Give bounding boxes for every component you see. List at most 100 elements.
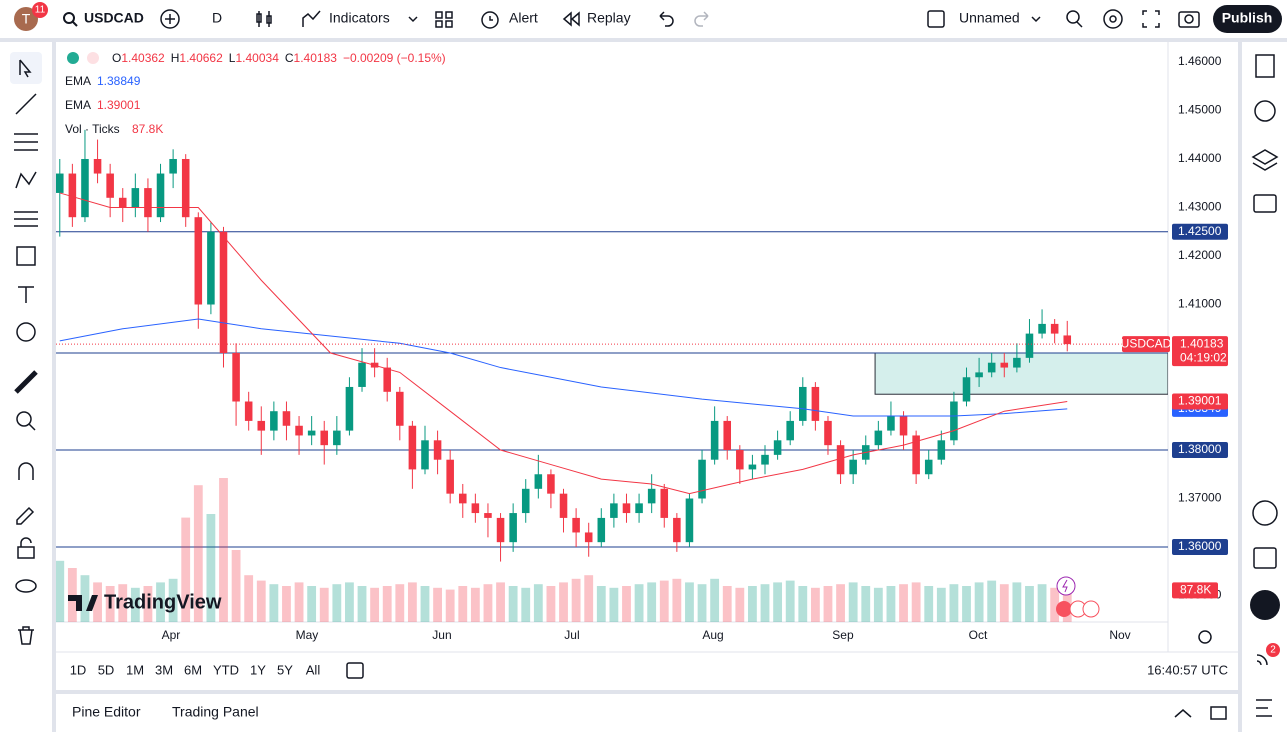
alert-icon	[481, 11, 499, 29]
candle-body	[1025, 333, 1034, 358]
candle-body	[333, 430, 341, 446]
alert-icon	[489, 16, 493, 21]
candle-body	[1038, 323, 1046, 334]
undo[interactable]	[659, 11, 674, 27]
badge-count: 2	[1270, 645, 1276, 656]
range-button[interactable]: 1D	[70, 662, 87, 677]
candle-body	[156, 173, 165, 218]
cursor-tool[interactable]	[19, 59, 32, 78]
date-range[interactable]	[346, 662, 364, 679]
ideas[interactable]	[1252, 500, 1278, 526]
chevron[interactable]	[1031, 16, 1041, 23]
chats[interactable]	[1253, 194, 1277, 213]
x-tick-label: Apr	[162, 628, 181, 642]
settings[interactable]	[1103, 9, 1123, 29]
line-tool[interactable]	[15, 93, 37, 115]
avatar[interactable]	[14, 7, 38, 31]
zoom-tool[interactable]	[16, 411, 32, 427]
layout-name[interactable]: Unnamed	[959, 10, 1020, 26]
range-button[interactable]: All	[306, 662, 321, 677]
legend-change: −0.00209 (−0.15%)	[343, 51, 446, 65]
candle-body	[736, 450, 744, 470]
candle-body	[962, 377, 971, 402]
volume-bar	[798, 586, 808, 622]
search-icon[interactable]	[63, 12, 75, 24]
range-button[interactable]: 1M	[126, 662, 144, 677]
fib-tool[interactable]	[14, 133, 38, 151]
volume-bar	[773, 582, 783, 622]
products[interactable]	[1250, 590, 1280, 620]
magnet-tool[interactable]	[18, 462, 34, 480]
axis-settings[interactable]	[1198, 630, 1212, 644]
replay[interactable]: Replay	[587, 10, 631, 26]
watchlist[interactable]	[1255, 54, 1275, 78]
pattern-tool[interactable]	[15, 171, 37, 189]
text-tool[interactable]	[18, 286, 34, 303]
badge-count: 11	[35, 5, 46, 16]
redo[interactable]	[694, 11, 709, 27]
templates[interactable]	[435, 11, 453, 28]
range-button[interactable]: 5Y	[277, 662, 293, 677]
event-icon[interactable]	[1056, 576, 1076, 596]
icon-tool[interactable]	[16, 322, 36, 342]
shape-tool[interactable]	[16, 246, 36, 266]
axes: 1.46000 1.45000 1.44000 1.43000 1.42000 1.410…	[162, 54, 1228, 642]
plot	[56, 129, 1168, 622]
tab[interactable]: Pine Editor	[72, 704, 141, 720]
volume-bar	[181, 517, 191, 622]
volume-bar	[307, 586, 317, 622]
publish-button[interactable]	[1213, 5, 1282, 33]
range-button[interactable]: 6M	[184, 662, 202, 677]
tab[interactable]: Trading Panel	[172, 704, 259, 720]
interval[interactable]: D	[212, 10, 222, 26]
collapse[interactable]	[1174, 709, 1192, 718]
range-button[interactable]: 1Y	[250, 662, 266, 677]
indicator-value: 1.39001	[97, 98, 141, 112]
event-flag[interactable]	[1056, 601, 1072, 617]
range-button[interactable]: YTD	[213, 662, 239, 677]
volume-bar	[357, 586, 367, 622]
volume-bar	[962, 586, 971, 622]
alert[interactable]: Alert	[509, 10, 538, 26]
symbol-tag	[1122, 336, 1170, 353]
event-flag[interactable]	[1082, 600, 1100, 618]
legend-key: O	[112, 51, 121, 65]
trash-tool[interactable]	[18, 626, 34, 645]
bottom-panel	[56, 694, 1238, 732]
candle-body	[345, 386, 354, 431]
candle-body	[761, 454, 769, 465]
candle-body	[484, 513, 492, 518]
data-window[interactable]	[1251, 149, 1279, 171]
quick-search[interactable]	[1066, 10, 1080, 24]
range-button[interactable]: 3M	[155, 662, 173, 677]
lock-tool[interactable]	[17, 546, 35, 559]
fullscreen[interactable]	[1142, 10, 1160, 28]
calendar[interactable]	[1253, 547, 1277, 569]
range-button[interactable]: 5D	[98, 662, 115, 677]
draw-mode[interactable]	[16, 506, 35, 525]
candle-body	[1063, 335, 1072, 345]
maximize[interactable]	[1210, 706, 1227, 720]
volume-bar	[735, 587, 745, 622]
candle-body	[509, 513, 517, 543]
candle-body	[987, 362, 996, 373]
add-symbol[interactable]	[160, 9, 180, 29]
volume-bar	[974, 582, 984, 622]
publish[interactable]: Publish	[1222, 10, 1273, 26]
stream[interactable]	[1256, 654, 1268, 666]
volume-bar	[609, 587, 619, 622]
price-tag-label: 1.40183	[1180, 336, 1224, 350]
indicator-value: 87.8K	[132, 122, 163, 136]
symbol[interactable]: USDCAD	[84, 10, 144, 26]
alerts-panel[interactable]	[1254, 100, 1276, 122]
layout-checkbox[interactable]	[927, 10, 945, 28]
indicators[interactable]: Indicators	[329, 10, 390, 26]
chevron[interactable]	[408, 16, 418, 23]
snapshot[interactable]	[1178, 11, 1200, 28]
projection-tool[interactable]	[14, 211, 38, 227]
ema-line	[59, 192, 1068, 495]
ruler-tool[interactable]	[14, 370, 38, 394]
candle-body	[383, 367, 391, 392]
visibility-tool[interactable]	[15, 579, 37, 593]
help[interactable]	[1256, 699, 1272, 717]
